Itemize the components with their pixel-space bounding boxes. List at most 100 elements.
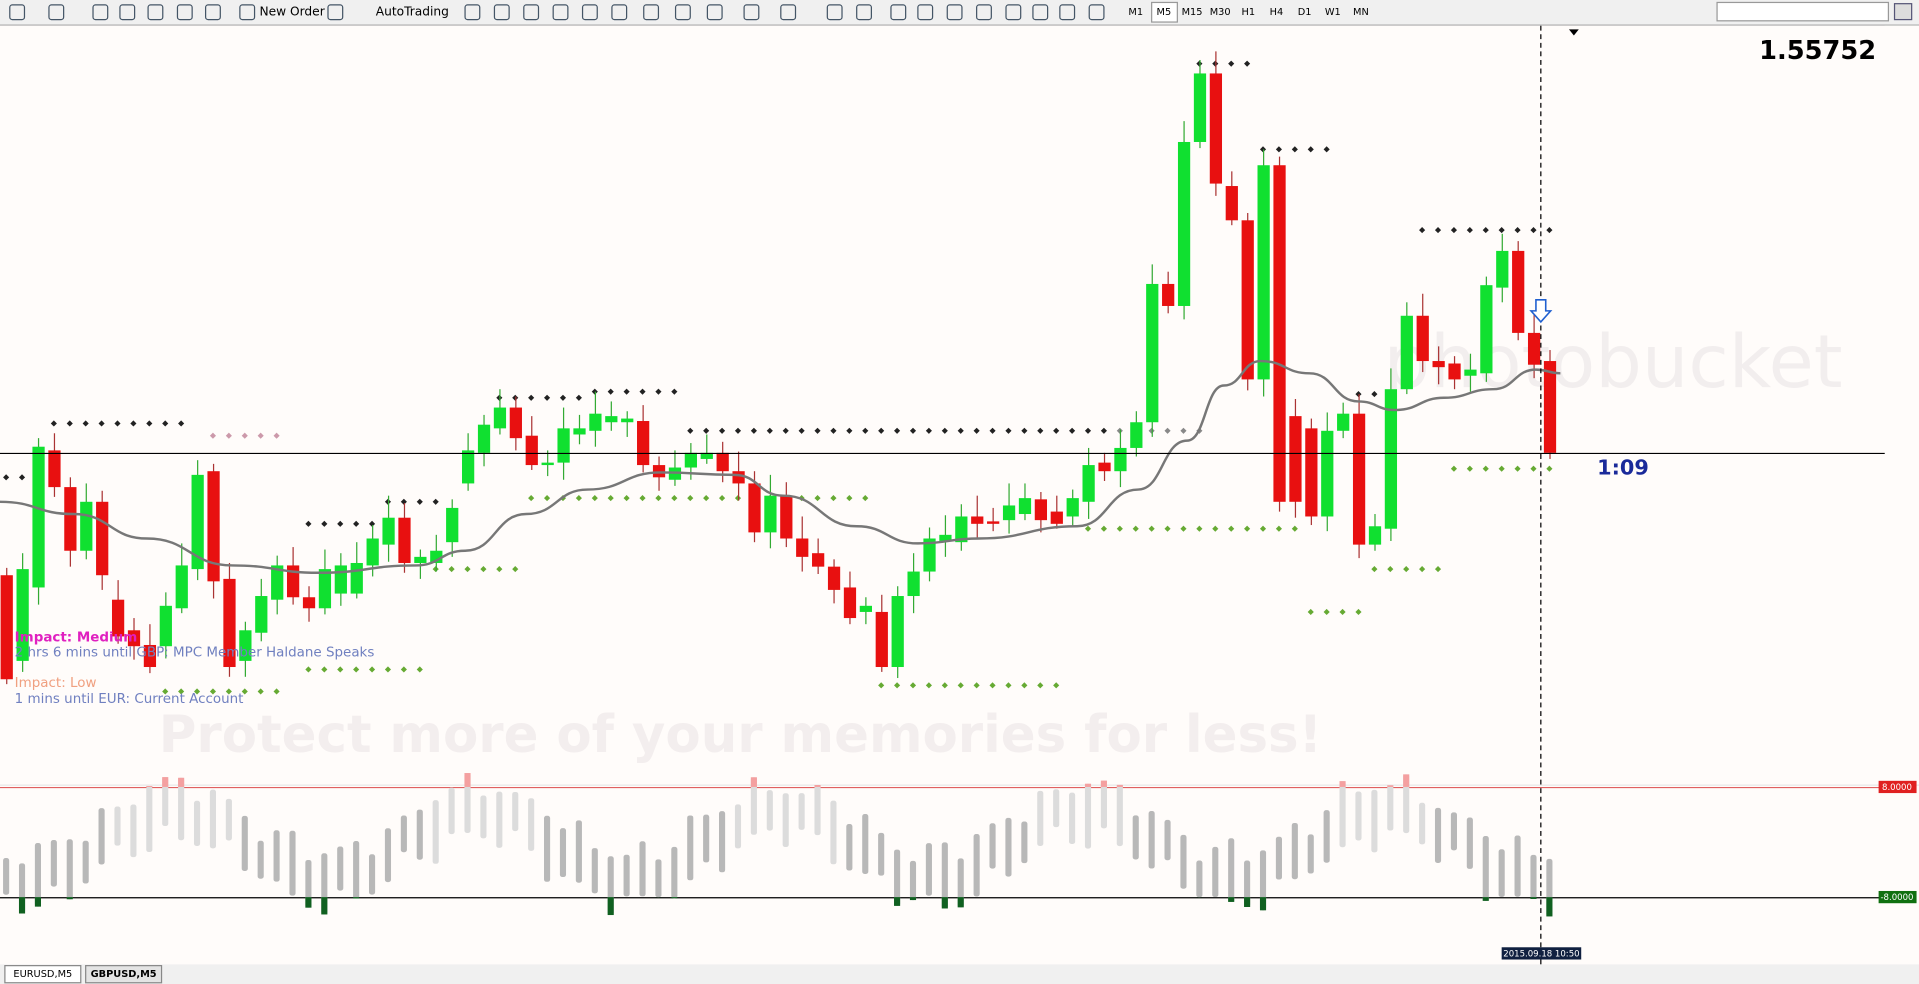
candle-body	[1209, 73, 1223, 184]
histogram-bar	[1307, 834, 1314, 874]
search-box[interactable]	[1716, 1, 1890, 22]
tab-label[interactable]: EURUSD,M5	[13, 969, 72, 980]
candle-body	[462, 450, 475, 484]
toolbar-icon[interactable]	[327, 4, 344, 21]
fractal-dot	[50, 420, 57, 427]
timeframe-button[interactable]: M1	[1128, 7, 1143, 18]
histogram-trough	[1228, 897, 1235, 902]
toolbar-icon[interactable]	[1005, 4, 1022, 21]
fractal-dot	[1275, 146, 1282, 153]
toolbar-icon[interactable]	[523, 4, 540, 21]
fractal-dot	[1275, 525, 1282, 532]
candle-body	[637, 421, 650, 466]
toolbar-icon[interactable]	[674, 4, 691, 21]
toolbar-icon[interactable]	[1088, 4, 1105, 21]
fractal-dot	[1307, 608, 1314, 615]
histogram-trough	[321, 897, 328, 915]
fractal-dot	[1244, 60, 1251, 67]
histogram-bar	[1371, 789, 1378, 853]
tab[interactable]	[4, 965, 82, 984]
fractal-dot	[1482, 465, 1489, 472]
toolbar-icon[interactable]	[204, 4, 221, 21]
toolbar-icon[interactable]	[643, 4, 660, 21]
toolbar-icon[interactable]	[856, 4, 872, 21]
fractal-dot	[782, 427, 789, 434]
histogram-bar	[1196, 860, 1203, 898]
toolbar-icon[interactable]	[48, 4, 65, 21]
histogram-bar	[162, 777, 169, 827]
candle-body	[987, 521, 1000, 524]
histogram-peak	[814, 785, 821, 787]
histogram-bar	[782, 793, 789, 848]
toolbar-icon[interactable]	[9, 4, 26, 21]
fractal-dot	[607, 495, 614, 502]
toolbar-icon[interactable]	[581, 4, 598, 21]
candle-body	[96, 501, 109, 576]
toolbar-icon[interactable]	[611, 4, 628, 21]
fractal-dot	[1037, 682, 1044, 689]
histogram-bar	[814, 785, 821, 836]
timeframe-button[interactable]: M5	[1157, 7, 1172, 18]
histogram-bar	[305, 859, 312, 908]
candle-body	[1257, 165, 1270, 380]
tab-label[interactable]: GBPUSD,M5	[91, 969, 157, 980]
chart-area	[0, 25, 1919, 965]
timeframe-button[interactable]: M30	[1210, 7, 1231, 18]
timeframe-button[interactable]: M15	[1182, 7, 1203, 18]
toolbar-icon[interactable]	[917, 4, 934, 21]
toolbar-icon[interactable]	[976, 4, 992, 21]
histogram-trough	[671, 897, 678, 899]
chat-button[interactable]	[1893, 3, 1913, 21]
candle-body	[64, 487, 77, 551]
level-box	[1878, 890, 1917, 904]
timeframe-button[interactable]: H4	[1270, 7, 1284, 18]
toolbar-icon[interactable]	[946, 4, 963, 21]
timeframe-button[interactable]: MN	[1353, 7, 1369, 18]
toolbar-icon[interactable]	[176, 4, 193, 21]
fractal-dot	[639, 388, 646, 395]
candle-body	[1352, 413, 1366, 545]
histogram-bar	[1116, 784, 1123, 847]
timeframe-button[interactable]: D1	[1298, 7, 1312, 18]
toolbar-icon[interactable]	[743, 4, 760, 21]
fractal-dot	[655, 495, 662, 502]
toolbar-icon[interactable]	[147, 4, 164, 21]
toolbar-icon[interactable]	[780, 4, 797, 21]
candle-body	[0, 575, 13, 680]
candle-body	[1050, 511, 1063, 524]
toolbar-icon[interactable]	[552, 4, 569, 21]
histogram-bar	[448, 787, 455, 835]
histogram	[3, 773, 1553, 917]
candle-body	[796, 538, 809, 557]
candle-body	[143, 644, 157, 668]
candle-body	[350, 562, 363, 594]
toolbar-icon[interactable]	[706, 4, 723, 21]
timeframe-button[interactable]: W1	[1325, 7, 1341, 18]
histogram-bar	[1291, 822, 1298, 880]
toolbar-icon[interactable]	[92, 4, 109, 21]
toolbar-icon[interactable]	[493, 4, 510, 21]
histogram-trough	[18, 897, 26, 914]
histogram-bar	[623, 854, 630, 897]
toolbar-icon[interactable]	[464, 4, 481, 21]
fractal-dot	[273, 432, 280, 439]
fractal-dot	[464, 566, 471, 573]
toolbar-icon[interactable]	[119, 4, 136, 21]
timeframe-button[interactable]: H1	[1242, 7, 1256, 18]
histogram-bar	[941, 842, 948, 909]
tab[interactable]	[85, 965, 163, 984]
fractal-dot	[1355, 608, 1362, 615]
toolbar-icon[interactable]	[1059, 4, 1076, 21]
toolbar-icon[interactable]	[239, 4, 256, 21]
fractal-dot	[544, 495, 551, 502]
fractal-dot	[66, 420, 73, 427]
new-order-button[interactable]: New Order	[259, 5, 325, 19]
autotrading-button[interactable]: AutoTrading	[376, 5, 449, 19]
histogram-bar	[1530, 854, 1537, 899]
toolbar-icon[interactable]	[890, 4, 907, 21]
fractal-dot	[734, 427, 742, 434]
time-box	[1501, 947, 1582, 960]
toolbar-icon[interactable]	[1032, 4, 1049, 21]
toolbar-icon[interactable]	[826, 4, 843, 21]
histogram-trough	[1244, 897, 1251, 907]
